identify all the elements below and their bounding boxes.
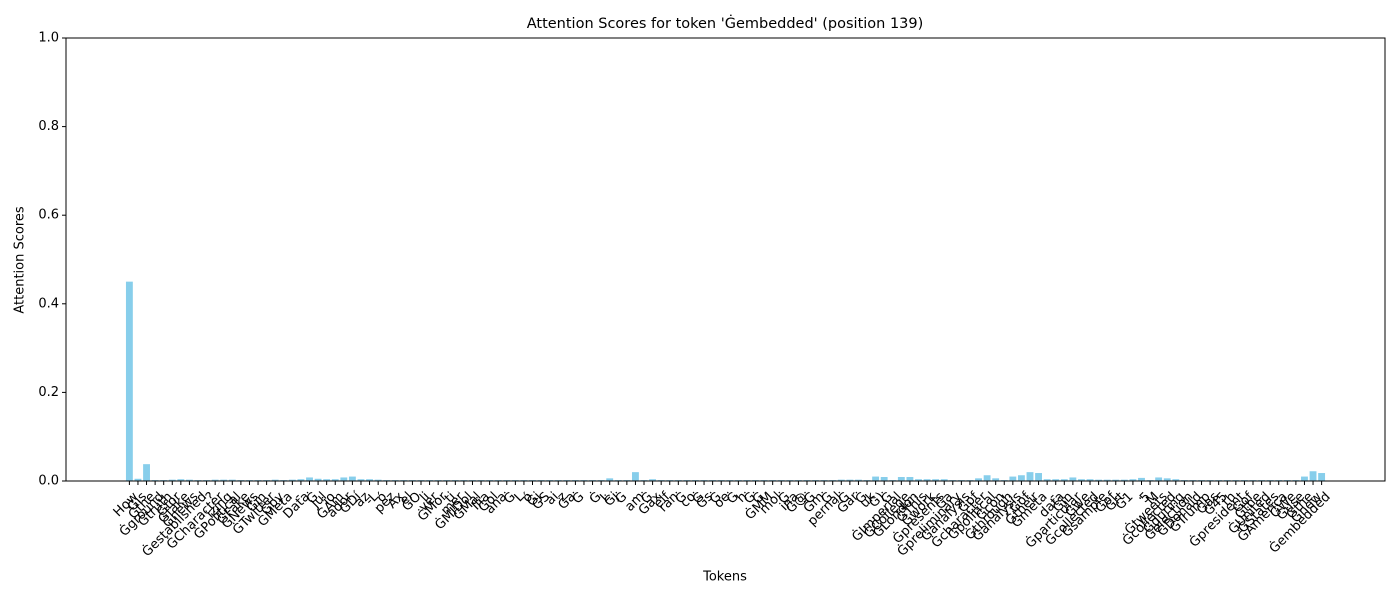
chart-title: Attention Scores for token 'Ġembedded' (… — [527, 14, 924, 32]
bar — [975, 478, 982, 481]
bar — [1103, 479, 1111, 481]
bar — [297, 479, 305, 481]
bar — [915, 479, 922, 481]
bar — [314, 478, 322, 481]
bar — [1026, 472, 1034, 481]
bar — [1009, 476, 1017, 481]
bar — [1172, 479, 1180, 481]
bar — [880, 477, 888, 481]
bar — [632, 472, 639, 481]
bar — [340, 477, 348, 481]
bar — [1078, 479, 1085, 481]
bar — [1086, 479, 1094, 481]
bar — [1309, 471, 1317, 481]
bar — [331, 479, 339, 481]
bar — [1301, 476, 1308, 481]
bar — [125, 281, 133, 481]
bar — [1129, 479, 1137, 481]
bar — [211, 479, 219, 481]
bar — [606, 478, 614, 481]
bar — [348, 476, 356, 481]
bar — [1138, 477, 1145, 481]
bar — [1035, 473, 1042, 481]
plot-frame — [65, 37, 1386, 482]
bar — [271, 479, 279, 481]
bar — [1318, 473, 1326, 481]
bar — [1120, 479, 1128, 481]
bar — [1060, 479, 1068, 481]
bar — [228, 479, 236, 481]
bar — [185, 479, 193, 481]
bar — [1112, 479, 1120, 481]
bar — [1043, 479, 1051, 481]
bar — [897, 477, 905, 481]
bar — [306, 477, 313, 481]
y-axis-label: Attention Scores — [13, 206, 28, 314]
y-tick-label: 0.2 — [38, 385, 59, 400]
bar — [1155, 477, 1163, 481]
bar — [983, 475, 991, 481]
bar — [855, 479, 862, 481]
bar — [1069, 477, 1077, 481]
bar — [923, 479, 931, 481]
bar — [992, 478, 1000, 481]
bar — [168, 479, 176, 481]
bar — [940, 479, 948, 481]
y-tick-label: 0.8 — [38, 119, 59, 134]
bar — [1052, 479, 1060, 481]
bar — [1017, 475, 1025, 481]
bar — [177, 479, 185, 481]
x-axis-label: Tokens — [702, 570, 747, 585]
bar — [374, 479, 382, 481]
bar — [872, 476, 880, 481]
y-tick-label: 0.0 — [38, 474, 59, 489]
bar — [906, 477, 914, 481]
bar — [1163, 478, 1171, 481]
bar — [134, 478, 142, 481]
bar — [357, 479, 365, 481]
bar — [846, 479, 854, 481]
bar — [837, 479, 845, 481]
bar — [288, 479, 296, 481]
bar — [143, 464, 150, 481]
bar — [366, 479, 373, 481]
bar — [1095, 479, 1103, 481]
bar — [932, 479, 940, 481]
y-tick-label: 1.0 — [38, 31, 59, 46]
y-tick-label: 0.4 — [38, 296, 59, 311]
bar — [649, 479, 657, 481]
bar — [323, 479, 331, 481]
bar — [220, 479, 228, 481]
y-tick-label: 0.6 — [38, 208, 59, 223]
